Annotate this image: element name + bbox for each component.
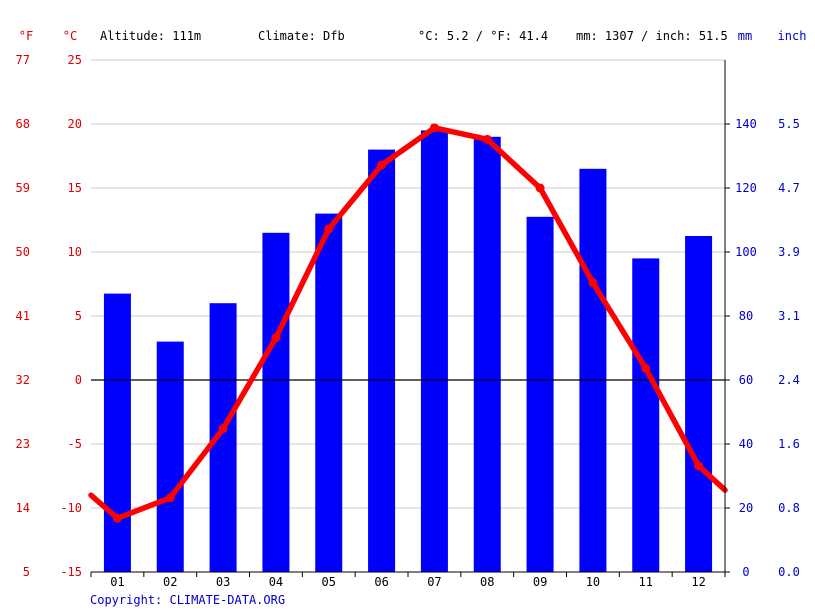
inch-tick-label: 3.9: [778, 245, 800, 259]
mm-tick-label: 0: [742, 565, 749, 579]
fahrenheit-tick-label: 50: [16, 245, 30, 259]
precipitation-bar: [103, 293, 131, 572]
celsius-tick-label: 25: [68, 53, 82, 67]
fahrenheit-tick-label: 41: [16, 309, 30, 323]
fahrenheit-tick-label: 5: [23, 565, 30, 579]
precipitation-bar: [262, 232, 290, 573]
inch-tick-label: 0.0: [778, 565, 800, 579]
fahrenheit-tick-label: 68: [16, 117, 30, 131]
temperature-point: [482, 134, 492, 144]
temperature-point: [535, 183, 545, 193]
precipitation-bar: [156, 341, 184, 572]
fahrenheit-tick-label: 77: [16, 53, 30, 67]
month-tick-label: 05: [322, 575, 336, 589]
month-tick-label: 02: [163, 575, 177, 589]
inch-unit-label: inch: [778, 29, 807, 43]
celsius-tick-label: 0: [75, 373, 82, 387]
fahrenheit-tick-label: 32: [16, 373, 30, 387]
month-tick-label: 11: [639, 575, 653, 589]
mm-tick-label: 20: [739, 501, 753, 515]
temperature-point: [377, 160, 387, 170]
inch-tick-label: 5.5: [778, 117, 800, 131]
precipitation-bar: [579, 168, 607, 573]
fahrenheit-tick-label: 59: [16, 181, 30, 195]
mm-tick-label: 140: [735, 117, 757, 131]
axes: [90, 60, 730, 577]
month-tick-label: 12: [691, 575, 705, 589]
precipitation-bar: [685, 236, 713, 572]
temperature-point: [429, 123, 439, 133]
mm-tick-label: 40: [739, 437, 753, 451]
inch-tick-label: 3.1: [778, 309, 800, 323]
month-tick-label: 09: [533, 575, 547, 589]
precipitation-bar: [526, 216, 554, 573]
celsius-tick-label: 20: [68, 117, 82, 131]
mm-tick-label: 60: [739, 373, 753, 387]
temperature-point: [165, 493, 175, 503]
precipitation-total-label: mm: 1307 / inch: 51.5: [576, 29, 728, 43]
temperature-point: [588, 278, 598, 288]
temperature-point: [641, 363, 651, 373]
temperature-line-group: [88, 123, 728, 523]
temperature-point: [218, 424, 228, 434]
month-tick-label: 03: [216, 575, 230, 589]
month-tick-label: 06: [374, 575, 388, 589]
precipitation-bar: [315, 213, 343, 572]
copyright-link[interactable]: Copyright: CLIMATE-DATA.ORG: [90, 593, 285, 607]
temperature-point: [324, 224, 334, 234]
grid-lines: [91, 59, 725, 509]
fahrenheit-tick-label: 14: [16, 501, 30, 515]
fahrenheit-tick-label: 23: [16, 437, 30, 451]
celsius-tick-label: -10: [60, 501, 82, 515]
mm-tick-label: 120: [735, 181, 757, 195]
temperature-point: [112, 513, 122, 523]
inch-tick-label: 4.7: [778, 181, 800, 195]
month-tick-label: 08: [480, 575, 494, 589]
temperature-point: [271, 333, 281, 343]
inch-tick-label: 0.8: [778, 501, 800, 515]
fahrenheit-unit-label: °F: [19, 29, 33, 43]
precipitation-bar: [632, 258, 660, 572]
precipitation-bar: [420, 130, 448, 572]
celsius-tick-label: 10: [68, 245, 82, 259]
inch-tick-label: 1.6: [778, 437, 800, 451]
celsius-tick-label: -5: [68, 437, 82, 451]
mm-tick-label: 80: [739, 309, 753, 323]
celsius-tick-label: -15: [60, 565, 82, 579]
temperature-line: [88, 125, 728, 521]
precipitation-bars: [103, 130, 713, 573]
precipitation-bar: [473, 136, 501, 573]
inch-tick-label: 2.4: [778, 373, 800, 387]
celsius-unit-label: °C: [63, 29, 77, 43]
month-tick-label: 07: [427, 575, 441, 589]
axis-labels: -15 5 -10 14 -5 23 0 32 5 41 10 50 15 59 20 68 25 77 0 0.0 2…: [16, 53, 800, 589]
average-temperature-label: °C: 5.2 / °F: 41.4: [418, 29, 548, 43]
month-tick-label: 04: [269, 575, 283, 589]
celsius-tick-label: 5: [75, 309, 82, 323]
celsius-tick-label: 15: [68, 181, 82, 195]
month-tick-label: 10: [586, 575, 600, 589]
temperature-point: [694, 461, 704, 471]
precipitation-bar: [368, 149, 396, 572]
mm-unit-label: mm: [738, 29, 752, 43]
climate-label: Climate: Dfb: [258, 29, 345, 43]
altitude-label: Altitude: 111m: [100, 29, 201, 43]
mm-tick-label: 100: [735, 245, 757, 259]
month-tick-label: 01: [110, 575, 124, 589]
